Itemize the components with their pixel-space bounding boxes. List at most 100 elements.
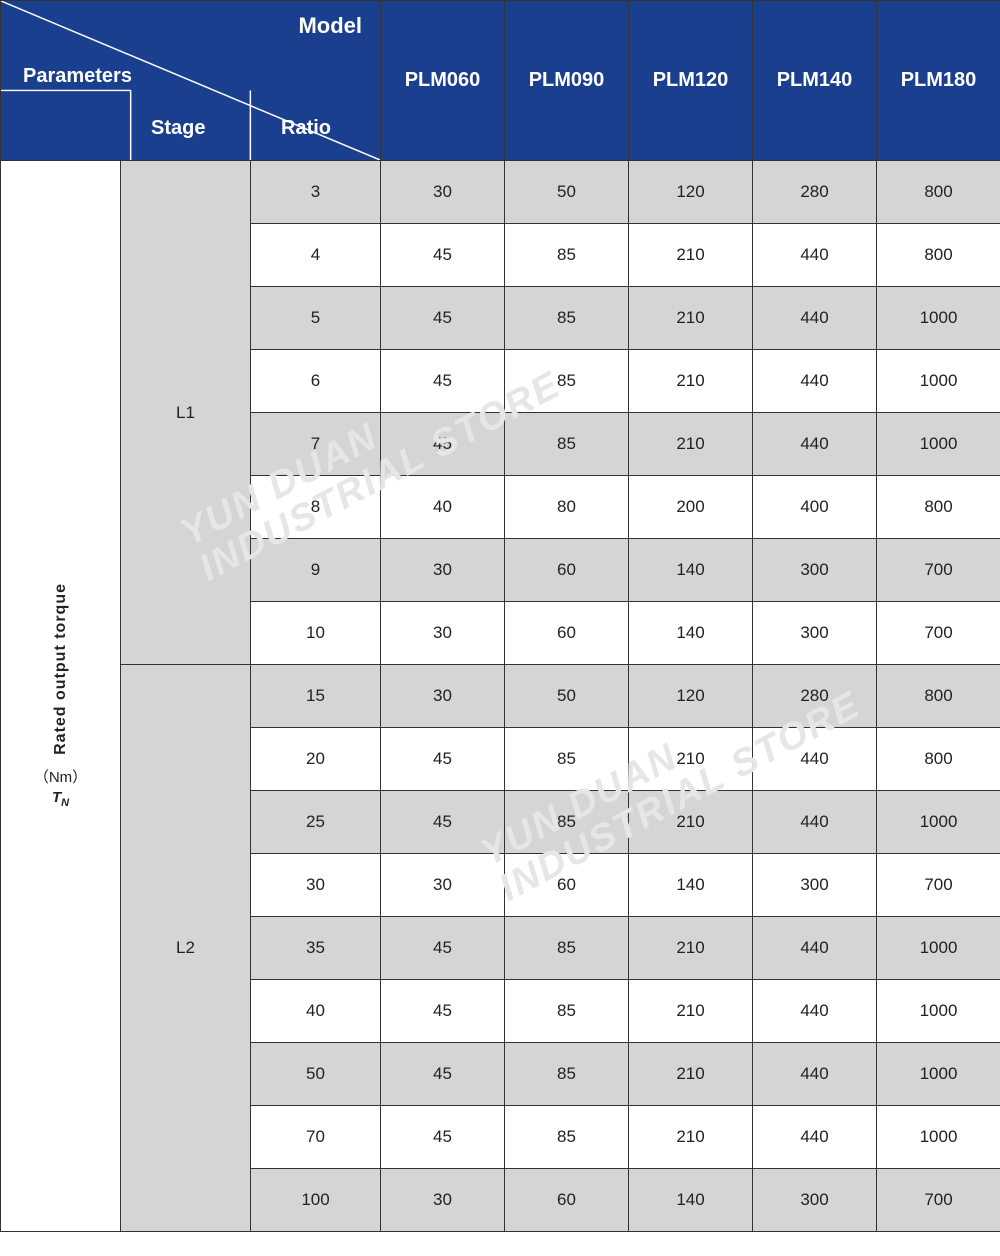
value-cell: 440 [753,728,877,791]
value-cell: 210 [629,224,753,287]
header-model-4: PLM180 [877,1,1000,161]
value-cell: 300 [753,1169,877,1232]
ratio-cell: 50 [251,1043,381,1106]
value-cell: 85 [505,728,629,791]
value-cell: 45 [381,917,505,980]
value-cell: 440 [753,917,877,980]
value-cell: 45 [381,1106,505,1169]
header-params-label: Parameters [23,65,132,88]
value-cell: 50 [505,161,629,224]
ratio-cell: 8 [251,476,381,539]
value-cell: 30 [381,665,505,728]
value-cell: 440 [753,1106,877,1169]
value-cell: 45 [381,287,505,350]
value-cell: 40 [381,476,505,539]
header-model-1: PLM090 [505,1,629,161]
value-cell: 1000 [877,1043,1000,1106]
value-cell: 45 [381,980,505,1043]
value-cell: 700 [877,854,1000,917]
header-ratio-label: Ratio [281,117,331,140]
value-cell: 300 [753,539,877,602]
value-cell: 1000 [877,1106,1000,1169]
ratio-cell: 25 [251,791,381,854]
value-cell: 85 [505,1043,629,1106]
header-stage-label: Stage [151,117,205,140]
header-model-2: PLM120 [629,1,753,161]
value-cell: 45 [381,791,505,854]
value-cell: 60 [505,539,629,602]
ratio-cell: 15 [251,665,381,728]
value-cell: 280 [753,161,877,224]
value-cell: 45 [381,1043,505,1106]
ratio-cell: 4 [251,224,381,287]
value-cell: 700 [877,1169,1000,1232]
value-cell: 440 [753,287,877,350]
value-cell: 800 [877,476,1000,539]
ratio-cell: 7 [251,413,381,476]
value-cell: 140 [629,1169,753,1232]
value-cell: 45 [381,728,505,791]
value-cell: 800 [877,224,1000,287]
value-cell: 1000 [877,413,1000,476]
value-cell: 440 [753,413,877,476]
value-cell: 85 [505,413,629,476]
value-cell: 300 [753,602,877,665]
value-cell: 440 [753,224,877,287]
value-cell: 85 [505,1106,629,1169]
value-cell: 60 [505,854,629,917]
ratio-cell: 20 [251,728,381,791]
ratio-cell: 35 [251,917,381,980]
value-cell: 800 [877,665,1000,728]
value-cell: 200 [629,476,753,539]
ratio-cell: 3 [251,161,381,224]
ratio-cell: 9 [251,539,381,602]
value-cell: 210 [629,350,753,413]
value-cell: 210 [629,287,753,350]
value-cell: 85 [505,287,629,350]
value-cell: 210 [629,980,753,1043]
parameter-cell: Rated output torque（Nm）TN [1,161,121,1232]
ratio-cell: 70 [251,1106,381,1169]
header-model-label: Model [298,13,362,39]
spec-table: Model Parameters Stage Ratio PLM060 PLM0… [0,0,1000,1232]
stage-cell-L2: L2 [121,665,251,1232]
value-cell: 1000 [877,350,1000,413]
value-cell: 30 [381,161,505,224]
value-cell: 45 [381,224,505,287]
value-cell: 700 [877,602,1000,665]
value-cell: 45 [381,350,505,413]
value-cell: 700 [877,539,1000,602]
value-cell: 280 [753,665,877,728]
value-cell: 1000 [877,980,1000,1043]
header-diag-cell: Model Parameters Stage Ratio [1,1,381,161]
value-cell: 85 [505,980,629,1043]
value-cell: 60 [505,602,629,665]
value-cell: 1000 [877,917,1000,980]
value-cell: 210 [629,728,753,791]
value-cell: 1000 [877,791,1000,854]
value-cell: 85 [505,917,629,980]
value-cell: 210 [629,1106,753,1169]
value-cell: 800 [877,161,1000,224]
value-cell: 85 [505,224,629,287]
value-cell: 30 [381,854,505,917]
value-cell: 1000 [877,287,1000,350]
value-cell: 45 [381,413,505,476]
value-cell: 60 [505,1169,629,1232]
header-model-0: PLM060 [381,1,505,161]
value-cell: 210 [629,791,753,854]
value-cell: 440 [753,980,877,1043]
value-cell: 85 [505,791,629,854]
ratio-cell: 100 [251,1169,381,1232]
stage-cell-L1: L1 [121,161,251,665]
value-cell: 140 [629,602,753,665]
value-cell: 210 [629,917,753,980]
value-cell: 440 [753,350,877,413]
value-cell: 30 [381,539,505,602]
value-cell: 120 [629,161,753,224]
ratio-cell: 30 [251,854,381,917]
value-cell: 210 [629,1043,753,1106]
ratio-cell: 40 [251,980,381,1043]
value-cell: 50 [505,665,629,728]
ratio-cell: 6 [251,350,381,413]
